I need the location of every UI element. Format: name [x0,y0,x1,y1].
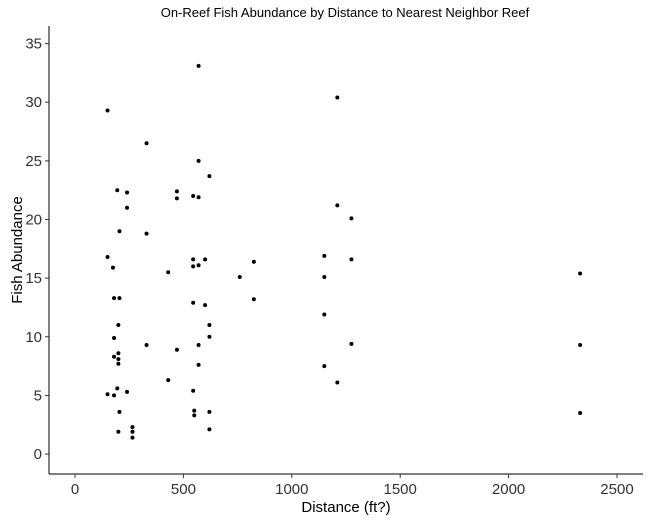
data-point-43 [196,342,201,347]
data-point-64 [349,341,354,346]
axes [48,26,643,475]
chart-title: On-Reef Fish Abundance by Distance to Ne… [161,5,530,20]
data-point-45 [203,257,208,262]
data-point-62 [349,216,354,221]
data-point-23 [130,435,135,440]
data-point-48 [207,323,212,328]
data-point-44 [196,362,201,367]
data-point-57 [322,312,327,317]
data-point-36 [191,388,196,393]
data-point-12 [116,361,121,366]
data-point-10 [116,351,121,356]
data-point-63 [349,257,354,262]
data-point-30 [174,196,179,201]
data-point-15 [117,229,122,234]
data-point-66 [578,342,583,347]
data-point-19 [125,205,130,210]
y-tick-label-20: 20 [25,212,42,229]
data-point-18 [125,190,130,195]
data-point-56 [322,274,327,279]
data-point-46 [203,303,208,308]
data-point-16 [117,296,122,301]
data-point-14 [116,429,121,434]
y-tick-label-10: 10 [25,329,42,346]
data-point-31 [174,347,179,352]
data-point-65 [578,271,583,276]
data-point-40 [196,158,201,163]
data-point-25 [144,231,149,236]
data-point-41 [196,195,201,200]
x-axis-label: Distance (ft?) [301,499,390,516]
x-tick-label-2000: 2000 [492,481,525,498]
data-point-2 [105,392,110,397]
data-point-26 [144,342,149,347]
data-point-11 [116,357,121,362]
y-ticks: 0 5 10 15 20 25 30 35 [25,36,49,463]
data-point-6 [112,354,117,359]
y-tick-label-30: 30 [25,94,42,111]
data-point-21 [130,425,135,430]
data-point-20 [125,389,130,394]
data-point-33 [191,257,196,262]
data-point-39 [196,63,201,68]
data-point-53 [251,259,256,264]
data-point-61 [335,380,340,385]
y-tick-label-0: 0 [34,446,42,463]
data-point-9 [116,323,121,328]
x-tick-label-1500: 1500 [384,481,417,498]
data-point-60 [335,203,340,208]
data-point-29 [174,189,179,194]
data-point-58 [322,364,327,369]
data-point-55 [322,253,327,258]
data-point-3 [110,265,115,270]
data-point-24 [144,141,149,146]
y-tick-label-15: 15 [25,270,42,287]
x-ticks: 0 500 1000 1500 2000 2500 [71,474,634,498]
data-point-59 [335,95,340,100]
data-point-49 [207,334,212,339]
data-point-51 [207,427,212,432]
data-point-67 [578,411,583,416]
data-point-35 [191,300,196,305]
data-point-17 [117,409,122,414]
data-point-50 [207,409,212,414]
data-point-8 [115,188,120,193]
x-tick-label-2500: 2500 [600,481,633,498]
data-point-42 [196,263,201,268]
data-point-5 [112,335,117,340]
data-point-38 [192,413,197,418]
data-points [105,63,583,440]
data-point-0 [105,108,110,113]
data-point-52 [237,274,242,279]
data-point-54 [251,297,256,302]
y-tick-label-25: 25 [25,153,42,170]
x-tick-label-0: 0 [71,481,79,498]
data-point-47 [207,174,212,179]
data-point-34 [191,264,196,269]
data-point-13 [115,386,120,391]
data-point-32 [191,194,196,199]
y-tick-label-35: 35 [25,36,42,53]
x-tick-label-1000: 1000 [275,481,308,498]
data-point-22 [130,429,135,434]
x-tick-label-500: 500 [171,481,196,498]
data-point-37 [192,408,197,413]
data-point-27 [166,270,171,275]
y-tick-label-5: 5 [34,387,42,404]
y-axis-label: Fish Abundance [9,196,26,304]
data-point-28 [166,378,171,383]
data-point-7 [112,393,117,398]
data-point-1 [105,255,110,260]
data-point-4 [112,296,117,301]
